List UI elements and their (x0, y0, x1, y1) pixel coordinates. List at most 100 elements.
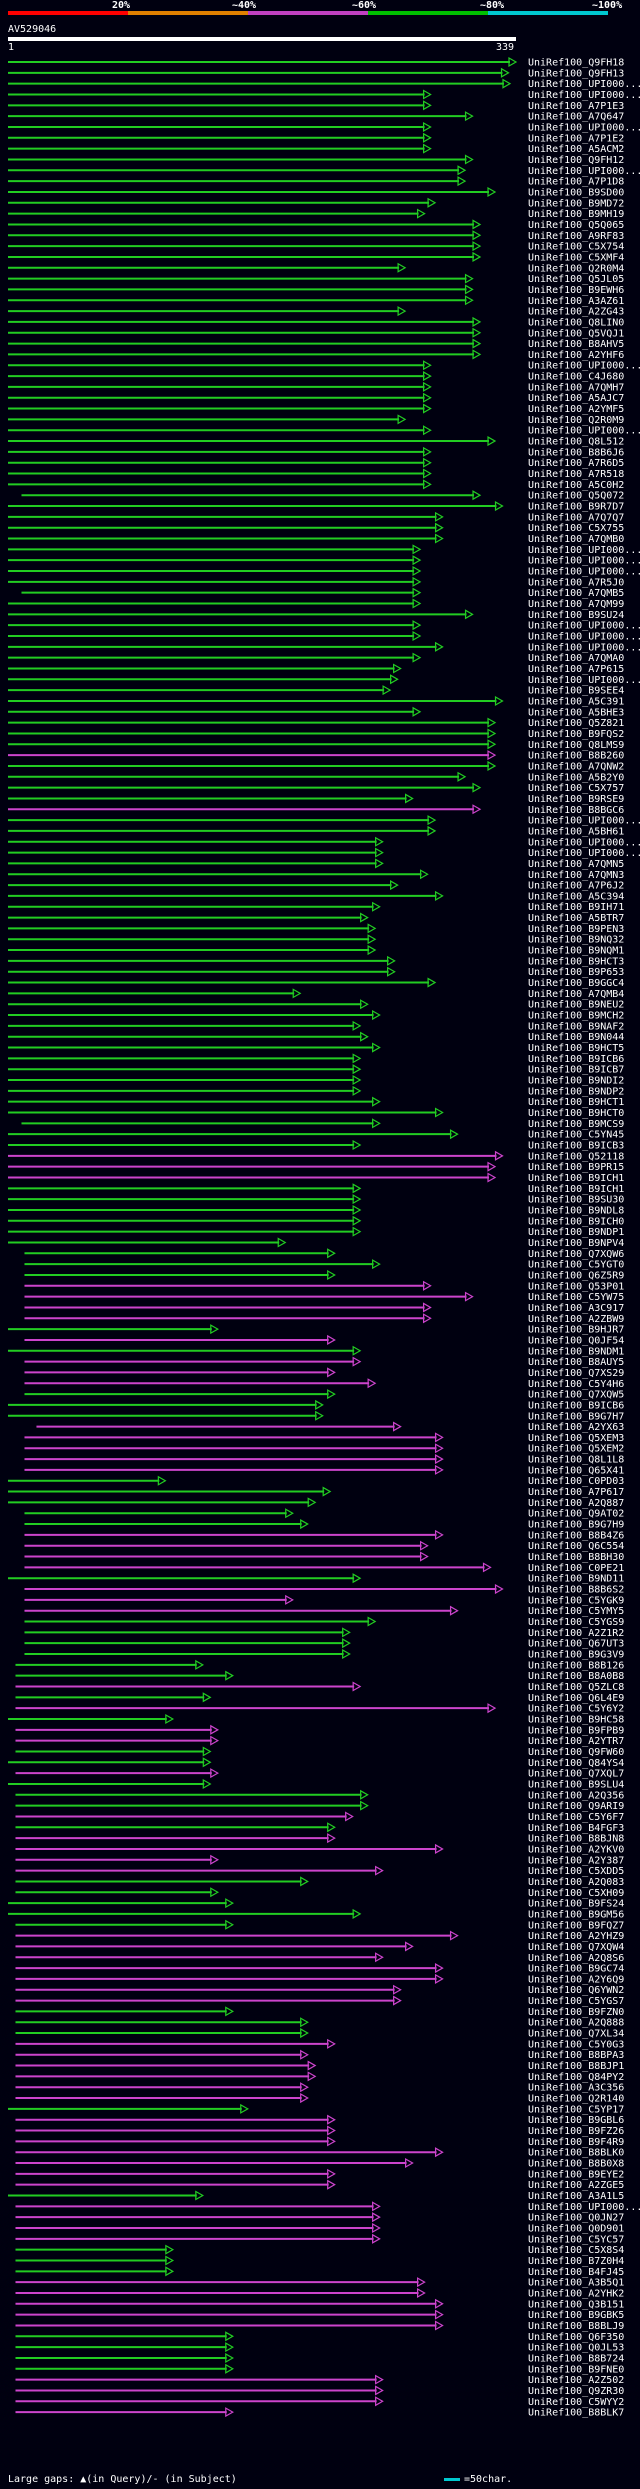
hit-label[interactable]: UniRef100_A2ZBW9 (528, 1314, 624, 1325)
hit-label[interactable]: UniRef100_B9MD72 (528, 198, 624, 209)
hit-label[interactable]: UniRef100_UPI000... (528, 675, 640, 686)
hit-label[interactable]: UniRef100_B9HCT1 (528, 1097, 624, 1108)
hit-label[interactable]: UniRef100_B8BJP1 (528, 2061, 624, 2072)
hit-label[interactable]: UniRef100_B4FGF3 (528, 1823, 624, 1834)
hit-label[interactable]: UniRef100_B9SD00 (528, 187, 624, 198)
hit-label[interactable]: UniRef100_B9ICB3 (528, 1141, 624, 1152)
hit-label[interactable]: UniRef100_C5X755 (528, 523, 624, 534)
hit-label[interactable]: UniRef100_Q6L4E9 (528, 1693, 624, 1704)
hit-label[interactable]: UniRef100_Q5ZLC8 (528, 1682, 624, 1693)
hit-label[interactable]: UniRef100_Q5XEM2 (528, 1444, 624, 1455)
hit-label[interactable]: UniRef100_B9ICH0 (528, 1216, 624, 1227)
hit-label[interactable]: UniRef100_B8B6J6 (528, 447, 624, 458)
hit-label[interactable]: UniRef100_B9NDI2 (528, 1076, 624, 1087)
hit-label[interactable]: UniRef100_B9GC74 (528, 1964, 624, 1975)
hit-label[interactable]: UniRef100_UPI000... (528, 642, 640, 653)
hit-label[interactable]: UniRef100_B8BH30 (528, 1552, 624, 1563)
hit-label[interactable]: UniRef100_C4J680 (528, 372, 624, 383)
hit-label[interactable]: UniRef100_Q9AT02 (528, 1509, 624, 1520)
hit-label[interactable]: UniRef100_B9PR15 (528, 1162, 624, 1173)
hit-label[interactable]: UniRef100_B9NDL8 (528, 1205, 624, 1216)
hit-label[interactable]: UniRef100_A7P1E2 (528, 133, 624, 144)
hit-label[interactable]: UniRef100_A7P1D8 (528, 177, 624, 188)
hit-label[interactable]: UniRef100_Q9FW60 (528, 1747, 624, 1758)
hit-label[interactable]: UniRef100_Q84YS4 (528, 1758, 624, 1769)
hit-label[interactable]: UniRef100_B8B0X8 (528, 2159, 624, 2170)
hit-label[interactable]: UniRef100_A3B5Q1 (528, 2278, 624, 2289)
hit-label[interactable]: UniRef100_A3C917 (528, 1303, 624, 1314)
hit-label[interactable]: UniRef100_B9GBK5 (528, 2310, 624, 2321)
hit-label[interactable]: UniRef100_Q5Q072 (528, 491, 624, 502)
hit-label[interactable]: UniRef100_B9PEN3 (528, 924, 624, 935)
hit-label[interactable]: UniRef100_UPI000... (528, 166, 640, 177)
hit-label[interactable]: UniRef100_B9HCT0 (528, 1108, 624, 1119)
hit-label[interactable]: UniRef100_A2Z1R2 (528, 1628, 624, 1639)
hit-label[interactable]: UniRef100_UPI000... (528, 79, 640, 90)
hit-label[interactable]: UniRef100_A2Y387 (528, 1855, 624, 1866)
hit-label[interactable]: UniRef100_C5XDD5 (528, 1866, 624, 1877)
hit-label[interactable]: UniRef100_B9NPV4 (528, 1238, 624, 1249)
hit-label[interactable]: UniRef100_C5Y0G3 (528, 2039, 624, 2050)
hit-label[interactable]: UniRef100_C5YGS9 (528, 1617, 624, 1628)
hit-label[interactable]: UniRef100_UPI000... (528, 122, 640, 133)
hit-label[interactable]: UniRef100_Q3B151 (528, 2299, 624, 2310)
hit-label[interactable]: UniRef100_B9NAF2 (528, 1021, 624, 1032)
hit-label[interactable]: UniRef100_Q9ZR30 (528, 2386, 624, 2397)
hit-label[interactable]: UniRef100_B9MCS9 (528, 1119, 624, 1130)
hit-label[interactable]: UniRef100_C5YGT0 (528, 1260, 624, 1271)
hit-label[interactable]: UniRef100_A2Y6Q9 (528, 1974, 624, 1985)
hit-label[interactable]: UniRef100_A7QMB0 (528, 534, 624, 545)
hit-label[interactable]: UniRef100_UPI000... (528, 621, 640, 632)
hit-label[interactable]: UniRef100_C5XH09 (528, 1888, 624, 1899)
hit-label[interactable]: UniRef100_B7Z0H4 (528, 2256, 624, 2267)
hit-label[interactable]: UniRef100_B9F4R9 (528, 2137, 624, 2148)
hit-label[interactable]: UniRef100_B8B126 (528, 1660, 624, 1671)
hit-label[interactable]: UniRef100_Q9FH18 (528, 58, 624, 69)
hit-label[interactable]: UniRef100_A3AZ61 (528, 296, 624, 307)
hit-label[interactable]: UniRef100_A7R6D5 (528, 458, 624, 469)
hit-label[interactable]: UniRef100_B8B724 (528, 2353, 624, 2364)
hit-label[interactable]: UniRef100_B8BLK0 (528, 2148, 624, 2159)
hit-label[interactable]: UniRef100_B9FQS2 (528, 729, 624, 740)
hit-label[interactable]: UniRef100_UPI000... (528, 631, 640, 642)
hit-label[interactable]: UniRef100_Q6YWN2 (528, 1985, 624, 1996)
hit-label[interactable]: UniRef100_B8BGC6 (528, 805, 624, 816)
hit-label[interactable]: UniRef100_B9GBL6 (528, 2115, 624, 2126)
hit-label[interactable]: UniRef100_A2YHF6 (528, 350, 624, 361)
hit-label[interactable]: UniRef100_Q2R0M9 (528, 415, 624, 426)
hit-label[interactable]: UniRef100_B8A0B8 (528, 1671, 624, 1682)
hit-label[interactable]: UniRef100_B8AHV5 (528, 339, 624, 350)
hit-label[interactable]: UniRef100_B8B6S2 (528, 1585, 624, 1596)
hit-label[interactable]: UniRef100_A7Q7Q7 (528, 512, 624, 523)
hit-label[interactable]: UniRef100_UPI000... (528, 837, 640, 848)
hit-label[interactable]: UniRef100_A5C0H2 (528, 480, 624, 491)
hit-label[interactable]: UniRef100_B9NQM1 (528, 946, 624, 957)
hit-label[interactable]: UniRef100_B9G7H9 (528, 1520, 624, 1531)
hit-label[interactable]: UniRef100_Q0JF54 (528, 1335, 624, 1346)
hit-label[interactable]: UniRef100_A2Q888 (528, 2018, 624, 2029)
hit-label[interactable]: UniRef100_B9ICH1 (528, 1184, 624, 1195)
hit-label[interactable]: UniRef100_Q5Q065 (528, 220, 624, 231)
hit-label[interactable]: UniRef100_B9R7D7 (528, 502, 624, 513)
hit-label[interactable]: UniRef100_B9G7H7 (528, 1411, 624, 1422)
hit-label[interactable]: UniRef100_C5YW75 (528, 1292, 624, 1303)
hit-label[interactable]: UniRef100_C5XMF4 (528, 252, 624, 263)
hit-label[interactable]: UniRef100_B9ICB7 (528, 1065, 624, 1076)
hit-label[interactable]: UniRef100_A5ACM2 (528, 144, 624, 155)
hit-label[interactable]: UniRef100_B8BLK7 (528, 2408, 624, 2419)
hit-label[interactable]: UniRef100_Q6Z5R9 (528, 1270, 624, 1281)
hit-label[interactable]: UniRef100_B9FNE0 (528, 2364, 624, 2375)
hit-label[interactable]: UniRef100_B9RSE9 (528, 794, 624, 805)
hit-label[interactable]: UniRef100_Q9ARI9 (528, 1801, 624, 1812)
hit-label[interactable]: UniRef100_B9P653 (528, 967, 624, 978)
hit-label[interactable]: UniRef100_A2YKV0 (528, 1844, 624, 1855)
hit-label[interactable]: UniRef100_B9ICB6 (528, 1400, 624, 1411)
hit-label[interactable]: UniRef100_B8B260 (528, 751, 624, 762)
hit-label[interactable]: UniRef100_B9NQ32 (528, 935, 624, 946)
hit-label[interactable]: UniRef100_Q6F350 (528, 2332, 624, 2343)
hit-label[interactable]: UniRef100_B9IH71 (528, 902, 624, 913)
hit-label[interactable]: UniRef100_UPI000... (528, 545, 640, 556)
hit-label[interactable]: UniRef100_B9MCH2 (528, 1011, 624, 1022)
hit-label[interactable]: UniRef100_A7R518 (528, 469, 624, 480)
hit-label[interactable]: UniRef100_B9NDM1 (528, 1346, 624, 1357)
